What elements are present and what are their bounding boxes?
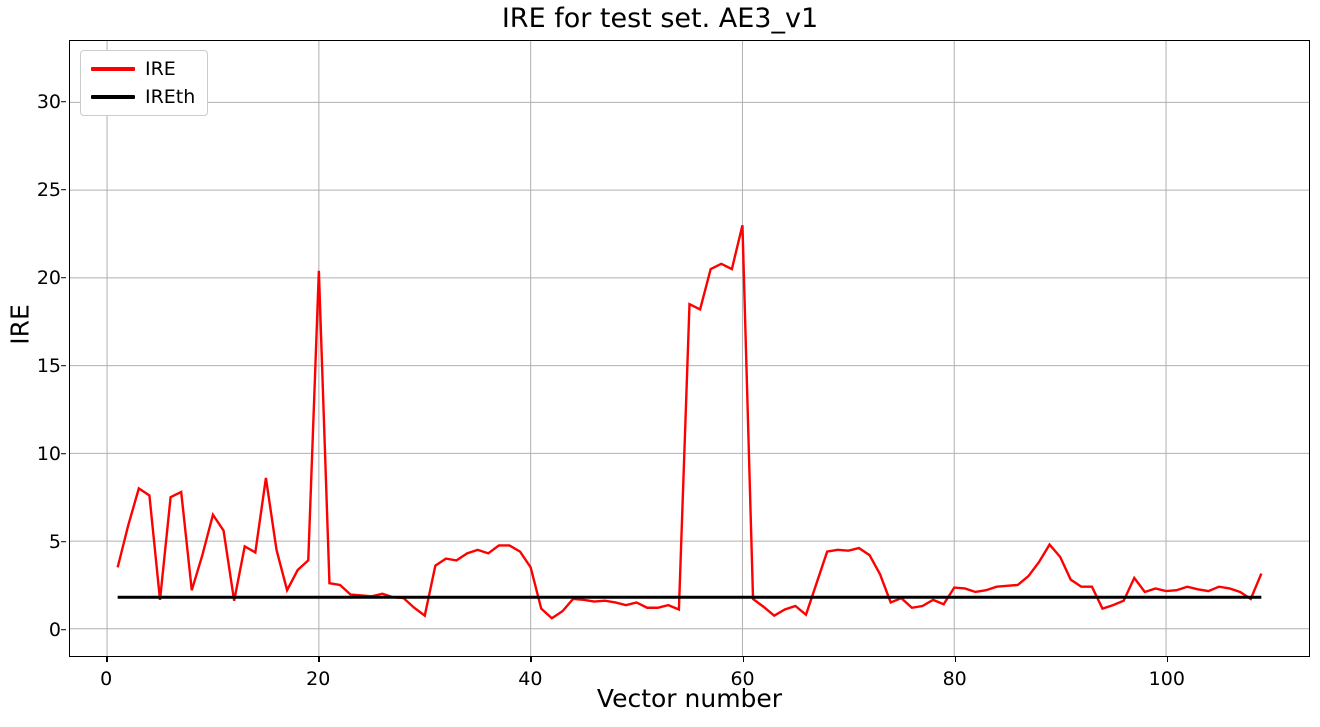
y-tick-label: 15 [36,354,61,377]
y-tick-mark [61,188,66,191]
y-axis-ticks: 0 5 10 15 20 25 30 [0,40,66,657]
y-tick-label: 20 [36,266,61,289]
y-tick-label: 0 [48,618,61,641]
y-tick-label: 10 [36,442,61,465]
y-tick-mark [61,100,66,103]
x-tick-mark [106,657,108,662]
legend-item-ire: IRE [91,58,195,80]
y-tick-label: 25 [36,178,61,201]
legend-swatch-ire [91,67,135,71]
x-tick-mark [530,657,532,662]
plot-area [69,40,1310,657]
y-tick-mark [61,628,66,631]
y-tick-mark [61,276,66,279]
y-tick-label: 5 [48,530,61,553]
series-ire [116,224,1263,620]
y-tick-label: 30 [36,90,61,113]
legend-label-ireth: IREth [145,86,196,108]
x-tick-label: 40 [518,668,543,690]
x-tick-label: 80 [942,668,967,690]
x-tick-label: 0 [100,668,113,690]
data-lines [116,224,1263,620]
chart-legend: IRE IREth [80,50,209,116]
legend-label-ire: IRE [145,58,176,80]
y-tick-mark [61,364,66,367]
x-axis-ticks: 0 20 40 60 80 100 [69,657,1310,697]
x-axis-label: Vector number [596,684,783,713]
y-tick-mark [61,452,66,455]
x-tick-label: 100 [1148,668,1185,690]
x-tick-label: 20 [306,668,331,690]
chart-title: IRE for test set. AE3_v1 [501,3,819,34]
legend-item-ireth: IREth [91,86,195,108]
grid-lines [70,41,1309,656]
x-tick-mark [742,657,745,662]
x-tick-mark [954,657,957,662]
x-tick-label: 60 [730,668,755,690]
y-tick-mark [61,540,66,543]
legend-swatch-ireth [91,95,135,99]
x-tick-mark [318,657,320,662]
x-tick-mark [1166,657,1169,662]
